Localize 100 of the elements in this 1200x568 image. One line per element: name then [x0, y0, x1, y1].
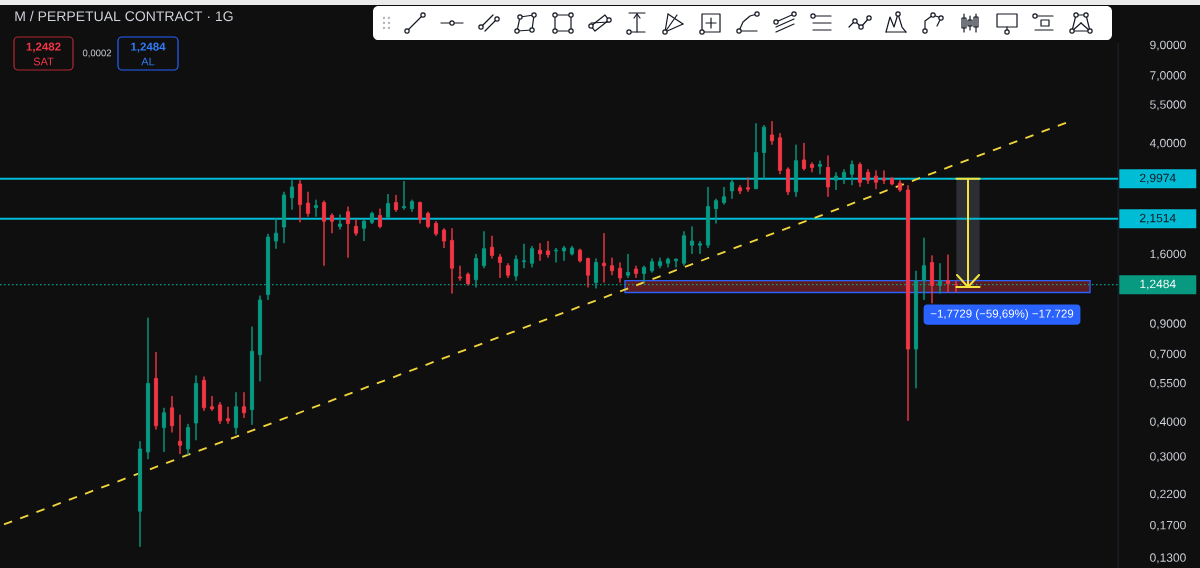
candlestick — [761, 124, 767, 180]
candlestick — [441, 227, 447, 249]
candlestick — [225, 406, 231, 425]
candlestick — [737, 184, 743, 195]
candlestick — [401, 180, 407, 211]
candlestick — [657, 257, 663, 269]
candlestick — [705, 186, 711, 249]
candlestick — [273, 217, 279, 250]
candlestick — [601, 232, 607, 284]
candlestick — [769, 120, 775, 146]
candlestick — [329, 212, 335, 234]
candlestick — [817, 160, 823, 175]
candlestick — [561, 245, 567, 262]
candlestick — [193, 375, 199, 441]
candlestick — [665, 257, 671, 268]
candlestick — [281, 191, 287, 244]
candlestick — [361, 218, 367, 242]
candlestick — [409, 199, 415, 213]
candlestick — [481, 230, 487, 269]
candlestick — [865, 168, 871, 185]
candlestick — [881, 169, 887, 185]
annotation: 1,2482 — [26, 42, 61, 53]
candlestick — [745, 176, 751, 193]
candlestick — [953, 280, 959, 293]
candlestick — [625, 253, 631, 279]
candlestick — [241, 391, 247, 419]
candlestick — [753, 122, 759, 190]
candlestick — [185, 423, 191, 456]
candlestick — [177, 414, 183, 455]
candlestick — [337, 213, 343, 230]
ref-line-label: 2,1514 — [1140, 213, 1176, 224]
candlestick — [721, 186, 727, 206]
y-tick-label: 0,3000 — [1150, 452, 1186, 463]
candlestick — [849, 160, 855, 186]
candlestick — [153, 351, 159, 431]
candlestick — [433, 220, 439, 237]
candlestick — [617, 261, 623, 284]
y-tick-label: 0,7000 — [1150, 349, 1186, 360]
candlestick — [841, 168, 847, 185]
candlestick — [393, 194, 399, 213]
candlestick — [785, 166, 791, 196]
y-tick-label: 0,5500 — [1150, 378, 1186, 389]
chart-title: M / PERPETUAL CONTRACT · 1G — [15, 10, 233, 22]
candlestick — [217, 401, 223, 425]
annotation: AL — [141, 57, 155, 66]
candlestick — [697, 240, 703, 255]
candlestick — [169, 395, 175, 433]
candlestick — [497, 253, 503, 279]
candlestick — [449, 227, 455, 294]
y-tick-label: 4,0000 — [1149, 138, 1186, 149]
candlestick — [137, 440, 143, 548]
ref-line-label: 1,2484 — [1140, 279, 1176, 290]
candlestick — [257, 295, 263, 382]
candlestick — [353, 218, 359, 237]
y-tick-label: 0,1700 — [1150, 520, 1186, 531]
candlestick — [825, 155, 831, 198]
candlestick — [145, 317, 151, 460]
y-tick-label: 0,1300 — [1150, 553, 1186, 564]
candlestick — [249, 326, 255, 426]
candlestick — [569, 245, 575, 256]
candlestick — [201, 376, 207, 412]
candlestick — [545, 240, 551, 259]
candlestick — [521, 243, 527, 269]
candlestick — [505, 262, 511, 279]
candlestick — [729, 178, 735, 200]
candlestick — [905, 184, 911, 422]
candlestick — [609, 257, 615, 276]
candlestick — [457, 265, 463, 282]
candlestick — [897, 179, 903, 193]
candlestick — [465, 272, 471, 286]
candlestick — [289, 179, 295, 211]
annotation: 1,2484 — [131, 42, 166, 53]
candlestick — [537, 242, 543, 262]
candlestick — [689, 225, 695, 255]
candlestick — [529, 245, 535, 268]
candlestick — [313, 199, 319, 218]
candlestick — [489, 235, 495, 259]
annotation: −1,7729 (−59,69%) −17.729 — [930, 309, 1074, 320]
candlestick — [857, 161, 863, 188]
candlestick — [793, 144, 799, 198]
candlestick — [233, 391, 239, 435]
candlestick — [553, 247, 559, 263]
candlestick — [385, 193, 391, 219]
candlestick — [321, 200, 327, 267]
candlestick — [673, 258, 679, 268]
candlestick — [889, 176, 895, 186]
y-tick-label: 9,0000 — [1150, 40, 1186, 51]
candlestick — [417, 201, 423, 224]
candlestick — [209, 395, 215, 412]
candlestick — [945, 254, 951, 293]
candlestick — [513, 254, 519, 282]
candlestick — [801, 142, 807, 171]
y-tick-label: 0,2200 — [1150, 489, 1186, 500]
candlestick — [305, 191, 311, 218]
candlestick — [369, 211, 375, 225]
annotation: 0,0002 — [82, 49, 112, 58]
candlestick — [929, 254, 935, 304]
candlestick — [873, 169, 879, 190]
candlestick — [297, 179, 303, 223]
y-tick-label: 0,9000 — [1150, 319, 1186, 330]
